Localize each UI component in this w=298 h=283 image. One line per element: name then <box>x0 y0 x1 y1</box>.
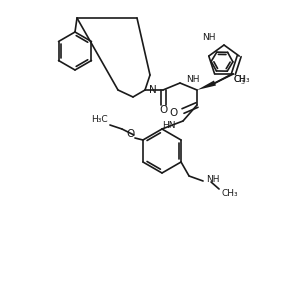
Text: O: O <box>159 105 167 115</box>
Text: NH: NH <box>206 175 220 183</box>
Text: CH: CH <box>233 76 245 85</box>
Text: 3: 3 <box>241 80 245 85</box>
Text: CH₃: CH₃ <box>233 76 250 85</box>
Text: O: O <box>127 129 135 139</box>
Text: O: O <box>170 108 178 118</box>
Text: NH: NH <box>186 76 199 85</box>
Text: CH₃: CH₃ <box>221 190 238 198</box>
Text: NH: NH <box>203 33 216 42</box>
Text: HN: HN <box>162 121 176 130</box>
Polygon shape <box>197 80 216 90</box>
Text: N: N <box>149 85 157 95</box>
Text: H₃C: H₃C <box>91 115 108 125</box>
